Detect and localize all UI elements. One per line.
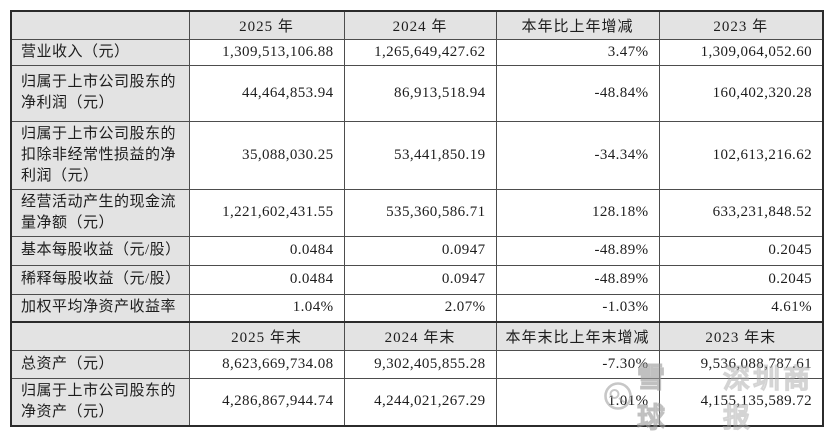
period-end-header-row-empty [10, 321, 190, 351]
value-2023: 1,309,064,052.60 [658, 38, 824, 66]
value-2025: 0.0484 [188, 235, 345, 266]
value-2023: 633,231,848.52 [658, 188, 824, 237]
table-row: 总资产（元） 8,623,669,734.08 9,302,405,855.28 -7… [10, 349, 824, 379]
value-2024: 1,265,649,427.62 [343, 38, 497, 66]
row-label: 总资产（元） [10, 349, 190, 379]
value-change: 128.18% [495, 188, 660, 237]
value-change: -48.89% [495, 235, 660, 266]
row-label: 经营活动产生的现金流量净额（元） [10, 188, 190, 237]
table-row: 归属于上市公司股东的净利润（元） 44,464,853.94 86,913,518.… [10, 64, 824, 122]
value-2025: 1,221,602,431.55 [188, 188, 345, 237]
period-header-row-2025: 2025 年 [188, 10, 345, 40]
value-2025: 1.04% [188, 293, 345, 323]
value-2024: 2.07% [343, 293, 497, 323]
row-label: 基本每股收益（元/股） [10, 235, 190, 266]
value-2025: 44,464,853.94 [188, 64, 345, 122]
value-change: -1.03% [495, 293, 660, 323]
value-2024: 53,441,850.19 [343, 120, 497, 190]
value-2024: 9,302,405,855.28 [343, 349, 497, 379]
row-label: 稀释每股收益（元/股） [10, 264, 190, 295]
row-label: 归属于上市公司股东的净利润（元） [10, 64, 190, 122]
value-2023: 4.61% [658, 293, 824, 323]
period-header-row-2024: 2024 年 [343, 10, 497, 40]
row-label: 归属于上市公司股东的净资产（元） [10, 377, 190, 426]
row-label: 加权平均净资产收益率 [10, 293, 190, 323]
value-2023: 4,155,135,589.72 [658, 377, 824, 426]
value-change: -34.34% [495, 120, 660, 190]
value-2023: 0.2045 [658, 264, 824, 295]
period-end-header-row-2023: 2023 年末 [658, 321, 824, 351]
value-2023: 0.2045 [658, 235, 824, 266]
table-row: 加权平均净资产收益率 1.04% 2.07% -1.03% 4.61% [10, 293, 824, 323]
value-2024: 0.0947 [343, 264, 497, 295]
table-row: 归属于上市公司股东的净资产（元） 4,286,867,944.74 4,244,02… [10, 377, 824, 426]
financial-summary-table: 2025 年 2024 年本年比上年增减 2023 年营业收入（元） 1,309,51… [10, 10, 824, 427]
period-end-header-row-2024: 2024 年末 [343, 321, 497, 351]
table-row: 稀释每股收益（元/股） 0.0484 0.0947 -48.89% 0.2045 [10, 264, 824, 295]
report-page: 2025 年 2024 年本年比上年增减 2023 年营业收入（元） 1,309,51… [10, 10, 824, 435]
value-change: 3.47% [495, 38, 660, 66]
period-header-row-change: 本年比上年增减 [495, 10, 660, 40]
table-row: 营业收入（元） 1,309,513,106.88 1,265,649,427.62 3… [10, 38, 824, 66]
table-row: 归属于上市公司股东的扣除非经常性损益的净利润（元） 35,088,030.25 53… [10, 120, 824, 190]
value-2024: 86,913,518.94 [343, 64, 497, 122]
period-end-header-row-change: 本年末比上年末增减 [495, 321, 660, 351]
period-end-header-row-2025: 2025 年末 [188, 321, 345, 351]
value-change: -7.30% [495, 349, 660, 379]
row-label: 归属于上市公司股东的扣除非经常性损益的净利润（元） [10, 120, 190, 190]
value-2024: 535,360,586.71 [343, 188, 497, 237]
financial-table-body: 2025 年 2024 年本年比上年增减 2023 年营业收入（元） 1,309,51… [10, 10, 824, 426]
value-change: 1.01% [495, 377, 660, 426]
value-2023: 9,536,088,787.61 [658, 349, 824, 379]
table-row: 经营活动产生的现金流量净额（元） 1,221,602,431.55 535,360,… [10, 188, 824, 237]
value-2025: 1,309,513,106.88 [188, 38, 345, 66]
value-2023: 102,613,216.62 [658, 120, 824, 190]
period-header-row-2023: 2023 年 [658, 10, 824, 40]
value-change: -48.84% [495, 64, 660, 122]
period-header-row-empty [10, 10, 190, 40]
value-2025: 0.0484 [188, 264, 345, 295]
value-change: -48.89% [495, 264, 660, 295]
value-2024: 0.0947 [343, 235, 497, 266]
value-2025: 35,088,030.25 [188, 120, 345, 190]
table-row: 基本每股收益（元/股） 0.0484 0.0947 -48.89% 0.2045 [10, 235, 824, 266]
row-label: 营业收入（元） [10, 38, 190, 66]
value-2024: 4,244,021,267.29 [343, 377, 497, 426]
value-2025: 8,623,669,734.08 [188, 349, 345, 379]
period-header-row: 2025 年 2024 年本年比上年增减 2023 年 [10, 10, 824, 40]
value-2025: 4,286,867,944.74 [188, 377, 345, 426]
period-end-header-row: 2025 年末 2024 年末 本年末比上年末增减 2023 年末 [10, 321, 824, 351]
value-2023: 160,402,320.28 [658, 64, 824, 122]
